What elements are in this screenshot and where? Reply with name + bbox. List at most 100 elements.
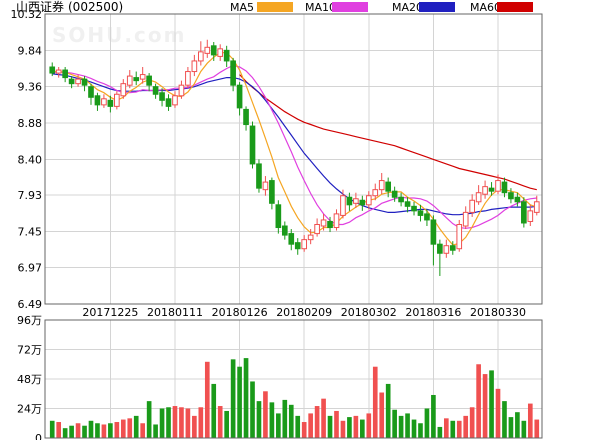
candle-body-down — [133, 77, 140, 82]
candlestick — [55, 67, 62, 78]
volume-bar-up — [334, 410, 339, 438]
candlestick — [204, 39, 211, 58]
volume-bar-down — [508, 417, 514, 438]
volume-bars — [49, 358, 540, 438]
candle-body-down — [256, 163, 262, 189]
candle-body-up — [365, 195, 372, 206]
price-tick-label: 9.36 — [18, 81, 43, 94]
volume-bar-up — [463, 415, 469, 438]
volume-bar-down — [489, 370, 494, 438]
volume-bar-up — [321, 398, 326, 438]
candlestick — [365, 191, 372, 210]
candle-body-down — [359, 199, 366, 206]
volume-bar-up — [476, 364, 481, 438]
candlestick — [346, 192, 353, 211]
stock-name: 山西证券 — [16, 0, 64, 14]
volume-tick-label: 48万 — [17, 373, 42, 386]
date-tick-label: 20180111 — [147, 306, 203, 319]
volume-bar-down — [360, 419, 365, 438]
candlestick — [301, 235, 308, 252]
candle-body-up — [262, 181, 269, 191]
candlestick — [262, 176, 269, 196]
candle-body-down — [107, 99, 114, 107]
price-tick-label: 6.97 — [18, 262, 43, 275]
candle-body-up — [340, 195, 346, 216]
volume-bar-down — [418, 423, 423, 438]
volume-bar-down — [515, 412, 520, 438]
candlestick — [501, 177, 508, 198]
volume-bar-up — [114, 422, 120, 438]
watermark: SOHU.com — [52, 23, 186, 47]
volume-bar-down — [243, 358, 249, 438]
candle-body-up — [172, 95, 178, 106]
candlestick — [469, 194, 475, 217]
candlestick — [462, 206, 469, 230]
candlestick — [191, 54, 198, 77]
volume-panel-frame — [44, 319, 543, 439]
candlestick — [107, 95, 114, 113]
candle-body-down — [288, 233, 295, 245]
candlestick — [340, 189, 346, 219]
volume-bar-down — [133, 415, 139, 438]
candlestick — [508, 188, 514, 204]
candle-body-down — [391, 190, 398, 198]
volume-bar-down — [224, 410, 229, 438]
candle-body-down — [488, 187, 495, 192]
candlestick — [94, 92, 101, 111]
price-panel-frame — [44, 13, 543, 305]
ma60-line — [239, 74, 537, 191]
candle-body-down — [398, 196, 404, 203]
ma60-path — [239, 74, 537, 191]
candlestick — [146, 73, 152, 92]
volume-bar-down — [347, 417, 352, 438]
candlestick — [314, 218, 320, 237]
candlestick — [456, 219, 463, 252]
candle-body-up — [495, 180, 501, 192]
volume-bar-up — [263, 391, 268, 438]
legend: MA5 MA10 MA20 MA60 — [230, 1, 533, 14]
ma20-path — [52, 73, 537, 216]
candle-body-down — [94, 95, 101, 106]
candlestick — [101, 94, 107, 108]
candlestick — [114, 91, 120, 110]
candle-body-down — [404, 201, 411, 207]
volume-bar-up — [372, 366, 378, 438]
date-axis: 20171225 20180111 20180126 20180209 20180302… — [82, 306, 526, 319]
volume-bar-up — [127, 418, 133, 438]
candlestick — [139, 67, 146, 84]
candlestick — [430, 215, 437, 266]
candlesticks — [49, 39, 540, 276]
candlestick — [275, 200, 282, 234]
candlestick — [437, 239, 443, 276]
price-tick-label: 9.84 — [18, 44, 43, 57]
candle-body-up — [120, 83, 127, 97]
legend-swatch-ma10 — [332, 2, 368, 12]
date-tick-label: 20180302 — [341, 306, 397, 319]
volume-tick-label: 96万 — [17, 314, 42, 327]
candlestick — [495, 174, 501, 195]
legend-label-ma60: MA60 — [470, 1, 501, 14]
candle-body-down — [62, 69, 68, 79]
legend-swatch-ma5 — [257, 2, 293, 12]
candlestick — [353, 192, 359, 208]
volume-bar-up — [217, 406, 223, 438]
candle-body-up — [533, 201, 540, 213]
candle-body-down — [294, 242, 301, 250]
volume-bar-down — [405, 413, 410, 438]
candlestick — [488, 182, 495, 196]
candlestick — [385, 177, 392, 198]
price-tick-label: 6.49 — [18, 298, 43, 311]
candle-body-down — [417, 210, 424, 216]
volume-bar-down — [276, 413, 281, 438]
volume-bar-up — [101, 424, 107, 438]
candlestick — [185, 67, 191, 89]
candle-body-down — [424, 213, 430, 221]
price-tick-label: 7.45 — [18, 225, 43, 238]
candlestick — [197, 41, 204, 66]
volume-y-axis: 96万 72万 48万 24万 0 — [17, 314, 42, 440]
candlestick — [333, 209, 340, 231]
candle-body-down — [269, 180, 275, 204]
candle-body-down — [385, 181, 392, 192]
candle-body-down — [210, 45, 217, 56]
